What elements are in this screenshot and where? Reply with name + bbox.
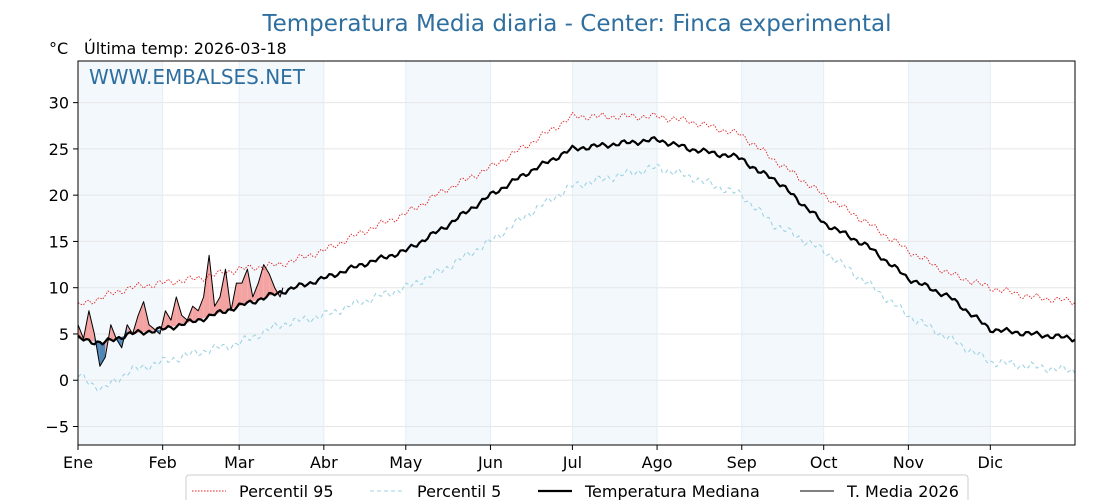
series-line-thin (77, 254, 284, 367)
month-bands (78, 61, 991, 445)
x-tick-label: Jul (562, 453, 582, 472)
y-tick-label: 25 (49, 140, 69, 159)
month-band (405, 61, 491, 445)
last-temp-label: Última temp: 2026-03-18 (84, 39, 287, 58)
legend-label: Percentil 5 (417, 482, 501, 500)
anomaly-fill-above (258, 264, 264, 300)
x-tick-label: Ene (63, 453, 93, 472)
x-tick-label: Feb (149, 453, 177, 472)
series-lines (77, 111, 1076, 392)
y-tick-label: 5 (59, 325, 69, 344)
anomaly-fill-above (236, 283, 242, 308)
anomaly-fill-above (176, 296, 182, 326)
legend: Percentil 95 Percentil 5 Temperatura Media… (185, 474, 969, 500)
x-tick-label: May (389, 453, 422, 472)
x-tick-label: Sep (727, 453, 757, 472)
month-band (741, 61, 824, 445)
y-tick-label: 30 (49, 94, 69, 113)
y-tick-label: 0 (59, 371, 69, 390)
anomaly-fill-above (220, 269, 226, 313)
anomaly-fill-above (263, 264, 270, 298)
x-tick-label: Abr (310, 453, 338, 472)
x-tick-label: Oct (810, 453, 838, 472)
legend-label: Percentil 95 (239, 482, 334, 500)
chart-title: Temperatura Media diaria - Center: Finca… (261, 11, 891, 37)
x-tick-label: Ago (642, 453, 673, 472)
anomaly-fill-above (241, 269, 248, 306)
month-band (572, 61, 658, 445)
anomaly-fill-above (203, 255, 210, 319)
legend-box (185, 474, 969, 500)
y-tick-label: 10 (49, 279, 69, 298)
series-line-dotted (77, 111, 1076, 306)
y-axis: −5 0 5 10 15 20 25 30 (45, 94, 78, 436)
legend-label: Temperatura Mediana (584, 482, 760, 500)
series-line-dashed (77, 163, 1076, 392)
y-tick-label: 20 (49, 186, 69, 205)
unit-label: °C (49, 39, 68, 58)
anomaly-fill-above (165, 310, 171, 329)
x-axis: Ene Feb Mar Abr May Jun Jul Ago Sep Oct Nov Dic (63, 445, 1003, 472)
series-line-thick (77, 136, 1076, 346)
legend-label: T. Media 2026 (846, 482, 959, 500)
month-band (78, 61, 163, 445)
anomaly-fill-below (99, 342, 106, 367)
x-tick-label: Nov (893, 453, 924, 472)
anomaly-fill-above (198, 296, 204, 321)
x-tick-label: Dic (978, 453, 1004, 472)
anomaly-fill-above (138, 301, 144, 333)
month-band (908, 61, 991, 445)
x-tick-label: Mar (224, 453, 255, 472)
month-band (239, 61, 324, 445)
plot-frame (77, 60, 1076, 446)
x-tick-label: Jun (477, 453, 503, 472)
y-tick-label: −5 (45, 417, 69, 436)
y-tick-label: 15 (49, 232, 69, 251)
anomaly-fill-above (269, 273, 275, 297)
watermark: WWW.EMBALSES.NET (89, 65, 306, 89)
